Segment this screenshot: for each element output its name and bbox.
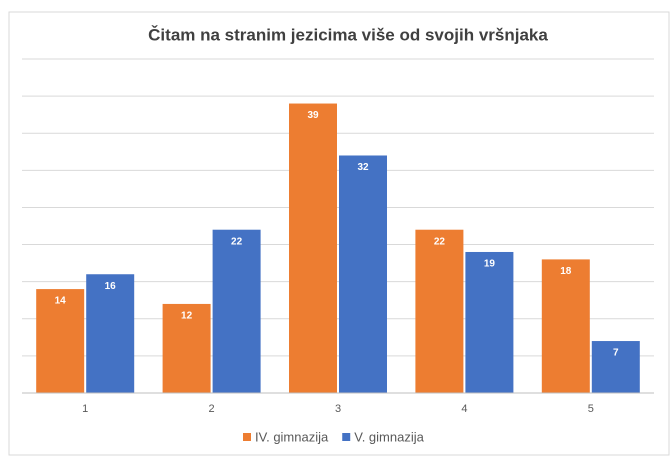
legend-label: V. gimnazija — [354, 429, 424, 444]
x-tick-label: 3 — [335, 403, 341, 415]
value-label: 12 — [181, 311, 193, 322]
bar — [465, 251, 514, 393]
bar — [339, 155, 387, 393]
legend-swatch — [342, 433, 351, 441]
bar — [36, 289, 85, 393]
value-label: 14 — [55, 296, 67, 307]
x-tick-label: 4 — [461, 403, 467, 415]
value-label: 22 — [231, 236, 243, 247]
chart-title: Čitam na stranim jezicima više od svojih… — [148, 25, 548, 44]
value-label: 22 — [434, 236, 446, 247]
bar — [415, 229, 464, 393]
legend-swatch — [243, 433, 251, 441]
bar — [541, 259, 590, 393]
value-label: 18 — [560, 266, 572, 277]
value-label: 32 — [357, 162, 369, 173]
value-label: 19 — [484, 259, 496, 270]
x-tick-label: 5 — [588, 403, 594, 415]
bar — [86, 274, 135, 393]
value-label: 7 — [613, 348, 619, 359]
legend-label: IV. gimnazija — [255, 429, 329, 444]
value-label: 16 — [105, 281, 117, 292]
x-tick-label: 2 — [209, 403, 215, 415]
value-label: 39 — [307, 110, 319, 121]
bar — [289, 103, 337, 394]
bar — [591, 341, 640, 393]
x-tick-label: 1 — [82, 403, 88, 415]
bar — [162, 303, 211, 393]
bar — [212, 229, 261, 393]
